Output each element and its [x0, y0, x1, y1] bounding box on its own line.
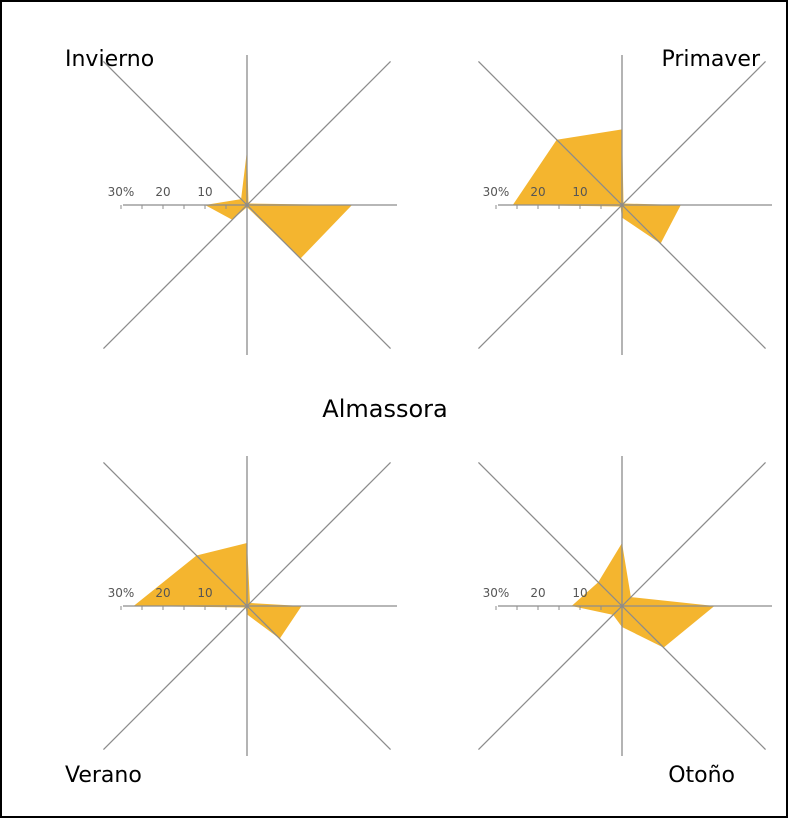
tick-label: 20 [530, 185, 545, 199]
panel-title: Primaver [661, 47, 761, 72]
panel-title: Otoño [668, 763, 735, 788]
axis-southwest-northeast [102, 461, 392, 751]
wind-rose-panel: 30% 20 10 Verano [65, 456, 397, 788]
wind-rose-panel: 30% 20 10 Otoño [477, 456, 772, 788]
tick-label: 10 [197, 185, 212, 199]
rose-area [133, 543, 302, 639]
rose-area [512, 129, 681, 244]
tick-label: 20 [155, 185, 170, 199]
tick-label: 10 [197, 586, 212, 600]
tick-label: 30% [483, 586, 510, 600]
wind-rose-panel: 30% 20 10 Primaver [477, 47, 772, 355]
axis-southwest-northeast [477, 461, 767, 751]
tick-label: 10 [572, 185, 587, 199]
tick-label: 30% [483, 185, 510, 199]
tick-label: 20 [530, 586, 545, 600]
axis-southwest-northeast [102, 60, 392, 350]
tick-label: 30% [108, 185, 135, 199]
tick-label: 10 [572, 586, 587, 600]
rose-area [571, 543, 715, 648]
axis-southwest-northeast [477, 60, 767, 350]
panel-title: Invierno [65, 47, 154, 72]
tick-label: 30% [108, 586, 135, 600]
center-label: Almassora [322, 395, 447, 423]
panels-group: 30% 20 10 Invierno 30% 20 10 Primaver 30% 20 10 Ver… [65, 47, 772, 788]
wind-rose-panel: 30% 20 10 Invierno [65, 47, 397, 355]
panel-title: Verano [65, 763, 142, 788]
tick-label: 20 [155, 586, 170, 600]
